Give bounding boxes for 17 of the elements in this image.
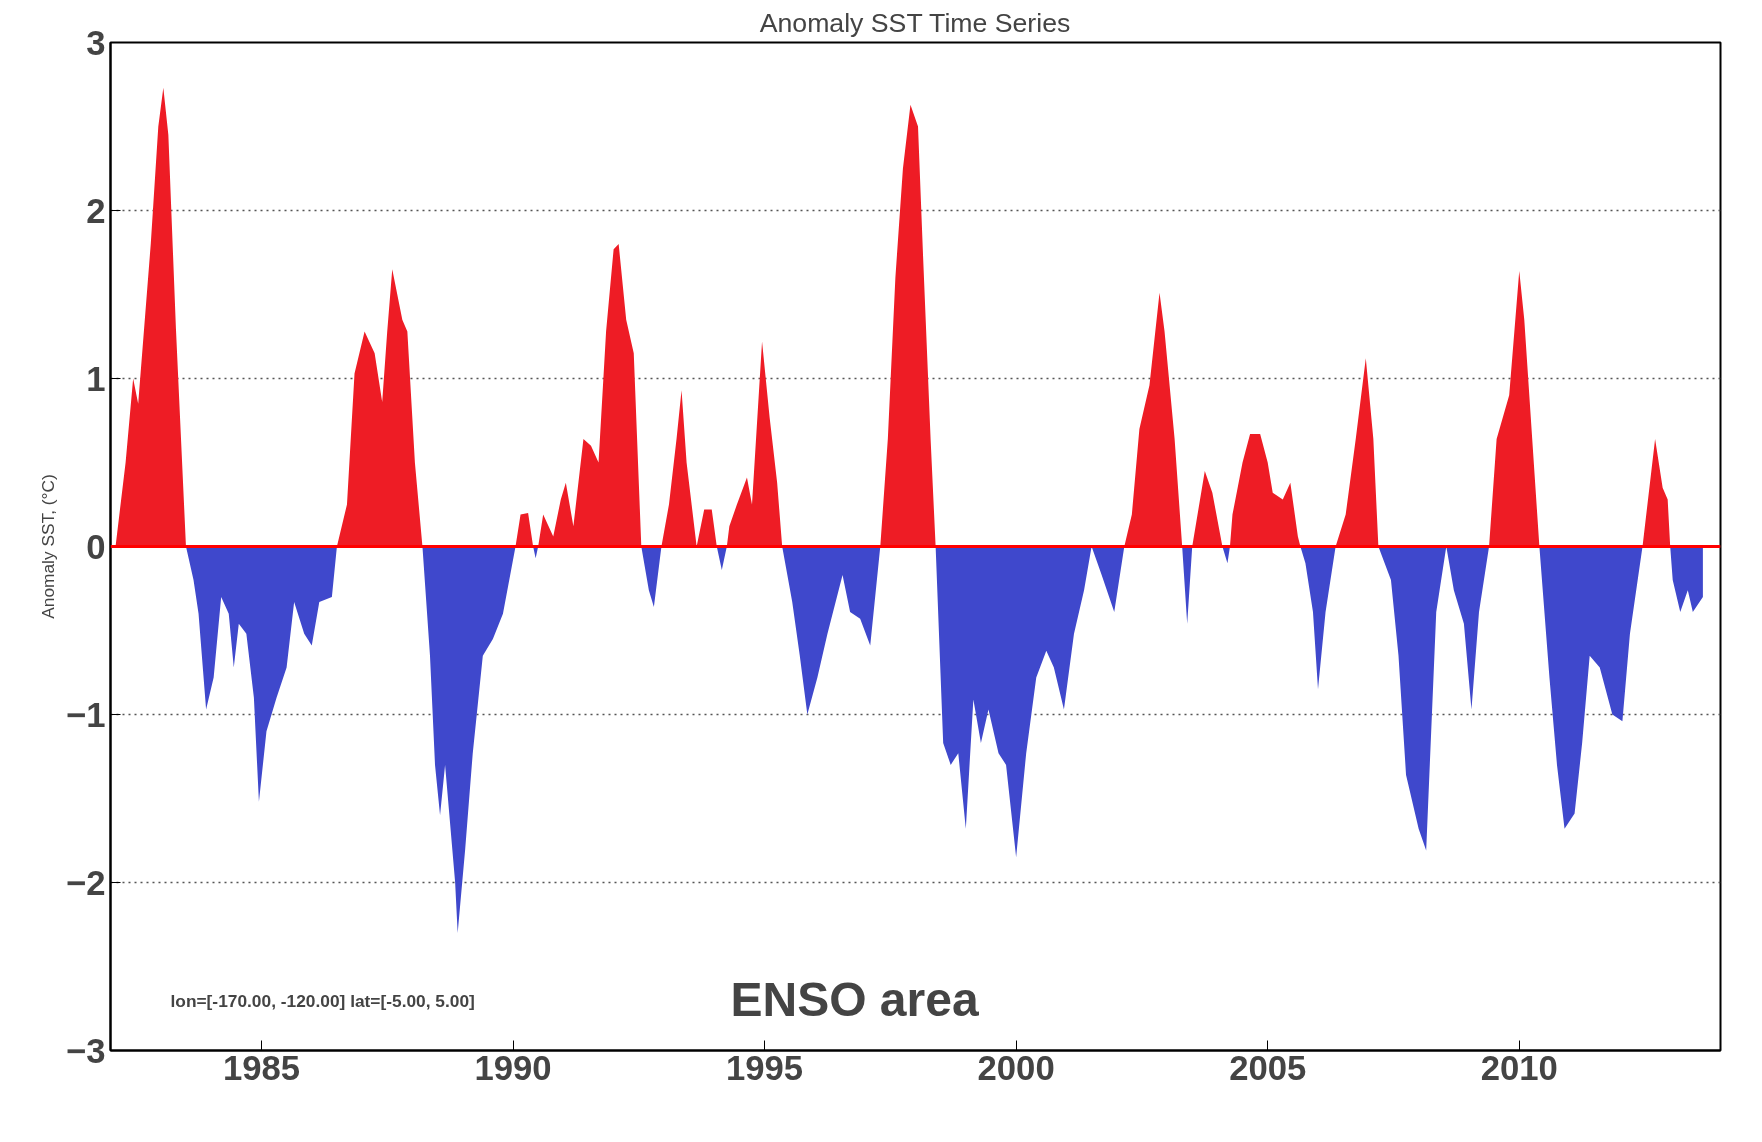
y-tick-label: 3 (86, 23, 106, 62)
y-tick-label: 2 (86, 191, 106, 230)
annotation: ENSO area (730, 972, 979, 1026)
x-tick-label: 2005 (1229, 1048, 1307, 1087)
y-tick-label: 0 (86, 527, 106, 566)
x-tick-label: 1995 (726, 1048, 804, 1087)
y-tick-label: 1 (86, 359, 106, 398)
x-tick-label: 1990 (474, 1048, 552, 1087)
y-axis-title: Anomaly SST, (°C) (37, 474, 58, 619)
x-tick-label: 2000 (977, 1048, 1055, 1087)
y-tick-label: −1 (65, 695, 106, 734)
x-tick-label: 1985 (222, 1048, 300, 1087)
chart-title: Anomaly SST Time Series (759, 7, 1071, 38)
x-tick-label: 2010 (1480, 1048, 1558, 1087)
annotation: lon=[-170.00, -120.00] lat=[-5.00, 5.00] (170, 990, 475, 1011)
y-tick-label: −2 (65, 863, 106, 902)
y-tick-label: −3 (65, 1031, 106, 1070)
